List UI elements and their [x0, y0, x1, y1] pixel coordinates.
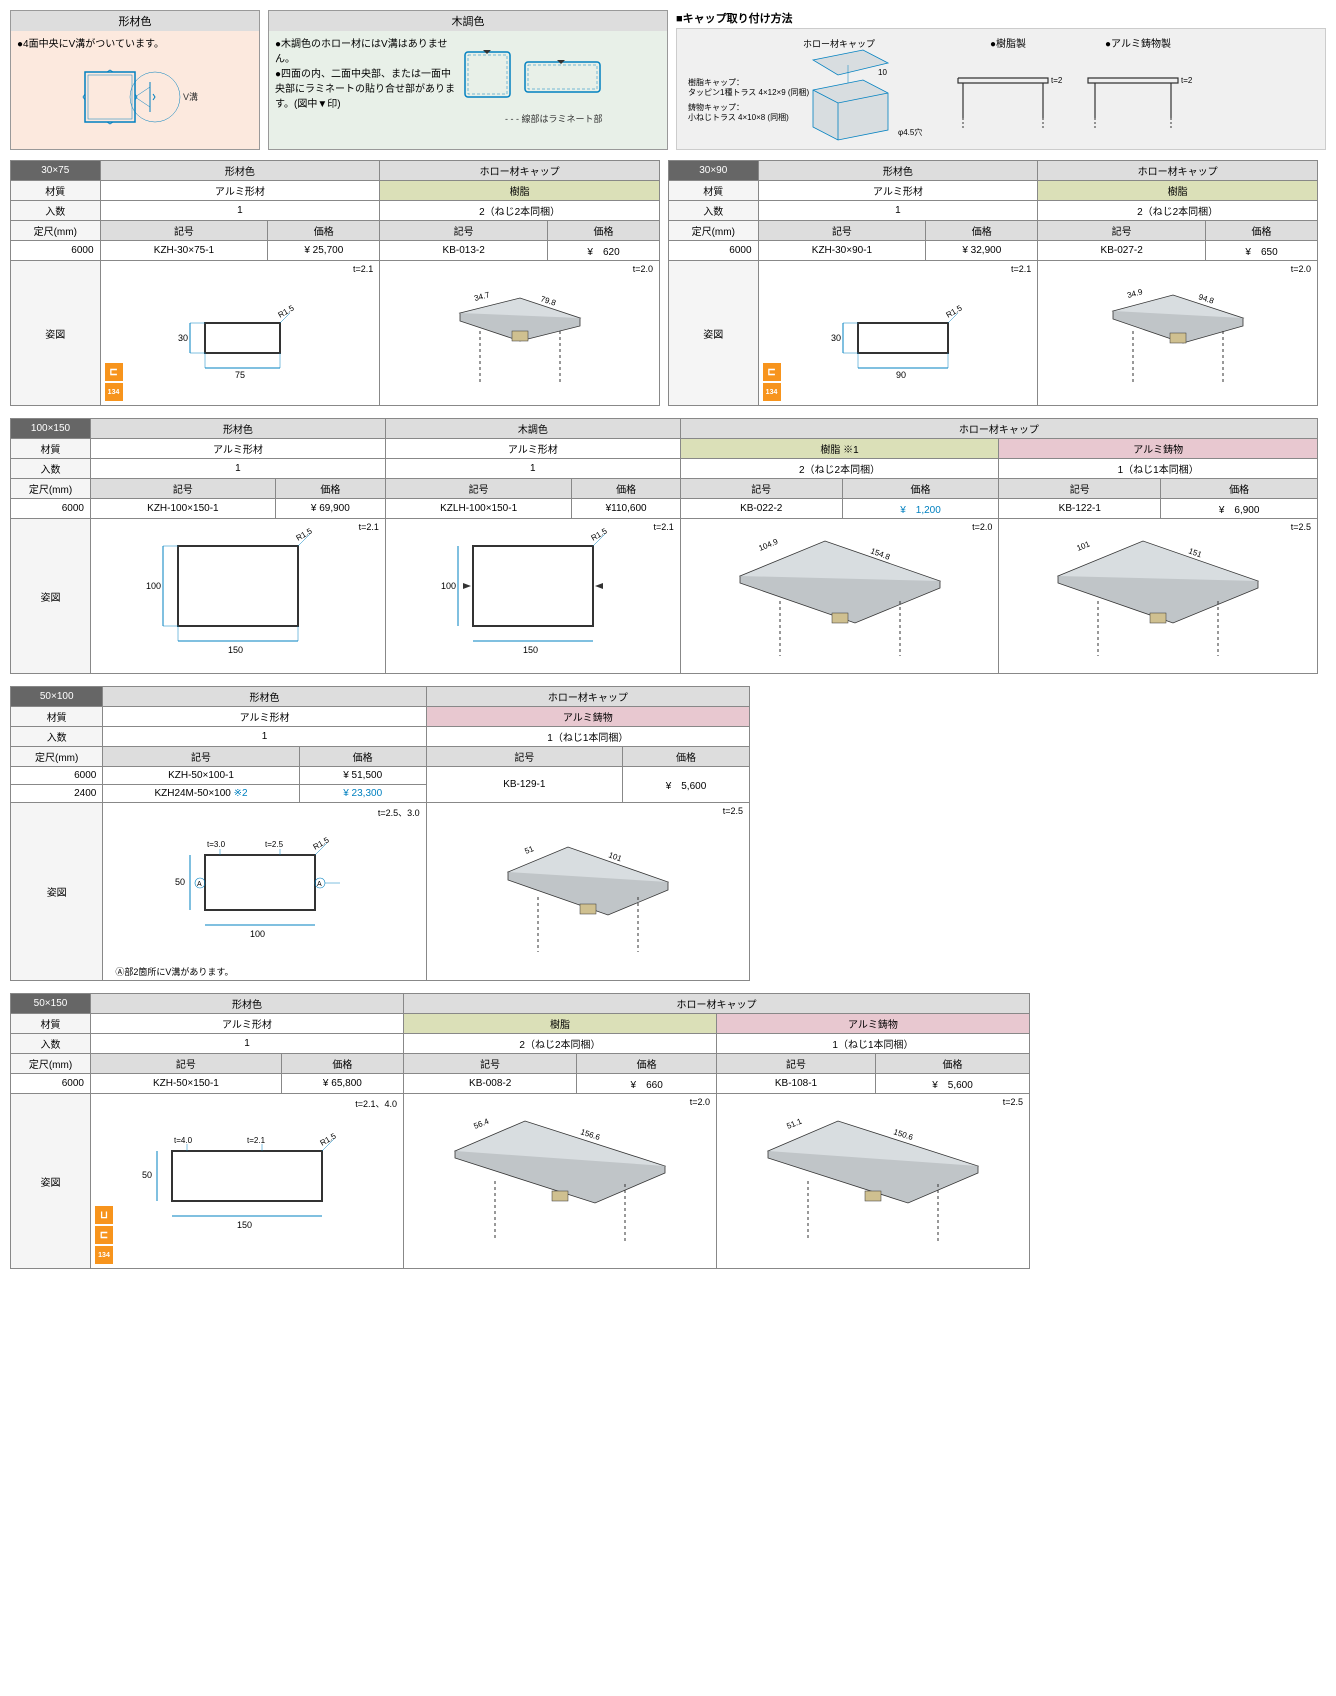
svg-text:t=2.1: t=2.1 — [247, 1136, 266, 1145]
svg-text:100: 100 — [250, 929, 265, 939]
svg-text:30: 30 — [178, 333, 188, 343]
badge-icon: ⊔ — [95, 1206, 113, 1224]
svg-text:100: 100 — [146, 581, 161, 591]
svg-text:50: 50 — [142, 1170, 152, 1180]
cap-assembly-diagram: ホロー材キャップ 樹脂キャップ： タッピン1種トラス 4×12×9 (同梱) 鋳… — [683, 35, 943, 143]
cap-install: ■キャップ取り付け方法 ホロー材キャップ 樹脂キャップ： タッピン1種トラス 4… — [676, 10, 1326, 150]
svg-text:t=4.0: t=4.0 — [174, 1136, 193, 1145]
svg-text:90: 90 — [896, 370, 906, 380]
table-30x90: 30×90形材色ホロー材キャップ 材質アルミ形材樹脂 入数12（ねじ2本同梱） … — [668, 160, 1318, 406]
svg-text:34.7: 34.7 — [473, 290, 491, 303]
badge-icon: 134 — [763, 383, 781, 401]
svg-text:t=3.0: t=3.0 — [207, 840, 226, 849]
svg-text:51.1: 51.1 — [785, 1116, 803, 1130]
vgroove-diagram: V溝 — [55, 52, 215, 137]
svg-text:A: A — [317, 881, 322, 888]
badge-icon: 134 — [95, 1246, 113, 1264]
badge-icon: 134 — [105, 383, 123, 401]
fig-50x150-profile: 50 150 t=4.0 t=2.1 R1.5 — [107, 1096, 387, 1266]
svg-text:A: A — [197, 881, 202, 888]
fig-100x150-profile: 100 150 R1.5 — [118, 521, 358, 671]
svg-text:50: 50 — [175, 877, 185, 887]
svg-text:30: 30 — [831, 333, 841, 343]
table-30x75: 30×75形材色ホロー材キャップ 材質アルミ形材樹脂 入数12（ねじ2本同梱） … — [10, 160, 660, 406]
table-100x150: 100×150形材色木調色ホロー材キャップ 材質アルミ形材アルミ形材樹脂 ※1ア… — [10, 418, 1318, 674]
fig-30x75-cap: 34.7 79.8 — [420, 263, 620, 403]
svg-text:75: 75 — [235, 370, 245, 380]
svg-text:R1.5: R1.5 — [294, 526, 314, 543]
svg-text:ホロー材キャップ: ホロー材キャップ — [803, 38, 875, 49]
svg-text:101: 101 — [1076, 539, 1092, 553]
svg-text:51: 51 — [523, 843, 535, 855]
fig-50x100-profile: 50 100 t=3.0 t=2.5 R1.5 A A — [145, 805, 385, 965]
table-50x100: 50×100形材色ホロー材キャップ 材質アルミ形材アルミ鋳物 入数11（ねじ1本… — [10, 686, 750, 981]
svg-text:34.9: 34.9 — [1126, 287, 1144, 300]
svg-text:タッピン1種トラス 4×12×9 (同梱): タッピン1種トラス 4×12×9 (同梱) — [688, 87, 810, 97]
keizai-info: 形材色 ●4面中央にV溝がついています。 V溝 — [10, 10, 260, 150]
svg-text:t=2: t=2 — [1051, 76, 1063, 85]
svg-text:R1.5: R1.5 — [311, 835, 331, 852]
svg-text:10: 10 — [878, 68, 887, 77]
svg-text:56.4: 56.4 — [472, 1116, 490, 1130]
fig-100x150-cap1: 104.9 154.8 — [710, 521, 970, 671]
fig-50x150-cap2: 51.1 150.6 — [733, 1096, 1013, 1266]
svg-text:104.9: 104.9 — [757, 537, 779, 553]
imono-cap-icon: t=2.5 — [1083, 58, 1193, 128]
jushi-cap-icon: t=2 — [953, 58, 1063, 128]
svg-text:t=2.5: t=2.5 — [265, 840, 284, 849]
svg-text:R1.5: R1.5 — [318, 1131, 338, 1148]
mokucho-body: ●木調色のホロー材にはV溝はありません。 ●四面の内、二面中央部、または一面中央… — [269, 31, 667, 149]
svg-text:鋳物キャップ：: 鋳物キャップ： — [688, 102, 744, 112]
svg-text:150: 150 — [523, 645, 538, 655]
badge-icon: ⊏ — [95, 1226, 113, 1244]
mokucho-info: 木調色 ●木調色のホロー材にはV溝はありません。 ●四面の内、二面中央部、または… — [268, 10, 668, 150]
svg-text:V溝: V溝 — [183, 91, 198, 102]
laminate-diagram: - - - 線部はラミネート部 — [455, 37, 635, 127]
table-50x150: 50×150形材色ホロー材キャップ 材質アルミ形材樹脂アルミ鋳物 入数12（ねじ… — [10, 993, 1030, 1269]
fig-30x75-profile: 30 75 R1.5 — [150, 263, 330, 403]
fig-50x150-cap1: 56.4 156.6 — [420, 1096, 700, 1266]
svg-text:150: 150 — [228, 645, 243, 655]
svg-text:R1.5: R1.5 — [589, 526, 609, 543]
fig-50x100-cap: 51 101 — [468, 812, 708, 972]
svg-text:樹脂キャップ：: 樹脂キャップ： — [688, 77, 744, 87]
svg-text:- - - 線部はラミネート部: - - - 線部はラミネート部 — [505, 113, 603, 124]
svg-text:小ねじトラス 4×10×8 (同梱): 小ねじトラス 4×10×8 (同梱) — [688, 112, 789, 122]
svg-text:R1.5: R1.5 — [276, 303, 296, 320]
svg-text:t=2.5: t=2.5 — [1181, 76, 1193, 85]
fig-30x90-profile: 30 90 R1.5 — [808, 263, 988, 403]
fig-100x150-mokucho: 100 150 R1.5 — [413, 521, 653, 671]
badge-icon: ⊏ — [763, 363, 781, 381]
svg-text:150: 150 — [237, 1220, 252, 1230]
badge-icon: ⊏ — [105, 363, 123, 381]
mokucho-title: 木調色 — [269, 11, 667, 31]
fig-30x90-cap: 34.9 94.8 — [1078, 263, 1278, 403]
keizai-body: ●4面中央にV溝がついています。 V溝 — [11, 31, 259, 149]
fig-100x150-cap2: 101 151 — [1028, 521, 1288, 671]
top-info-row: 形材色 ●4面中央にV溝がついています。 V溝 木調色 ●木調色のホロー材にはV… — [10, 10, 1326, 150]
keizai-title: 形材色 — [11, 11, 259, 31]
svg-text:R1.5: R1.5 — [944, 303, 964, 320]
svg-text:100: 100 — [441, 581, 456, 591]
svg-text:φ4.5穴: φ4.5穴 — [898, 127, 922, 137]
